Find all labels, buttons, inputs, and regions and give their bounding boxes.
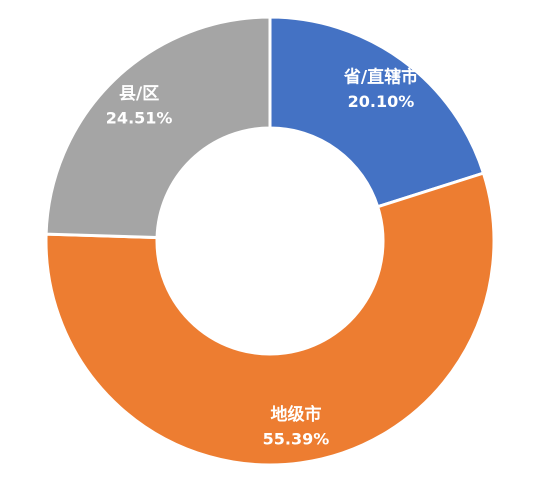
slice-value-2: 24.51% [106, 109, 173, 128]
labels-group: 省/直辖市 20.10% 地级市 55.39% 县/区 24.51% [106, 66, 418, 448]
slice-value-0: 20.10% [348, 92, 415, 111]
slice-1 [44, 171, 496, 467]
slice-label-2: 县/区 [119, 84, 159, 104]
slice-label-1: 地级市 [270, 404, 321, 425]
slice-value-1: 55.39% [263, 430, 330, 449]
slice-0 [268, 15, 486, 209]
slice-2 [44, 15, 272, 240]
slice-label-0: 省/直辖市 [343, 66, 418, 87]
slices-group [44, 15, 496, 467]
